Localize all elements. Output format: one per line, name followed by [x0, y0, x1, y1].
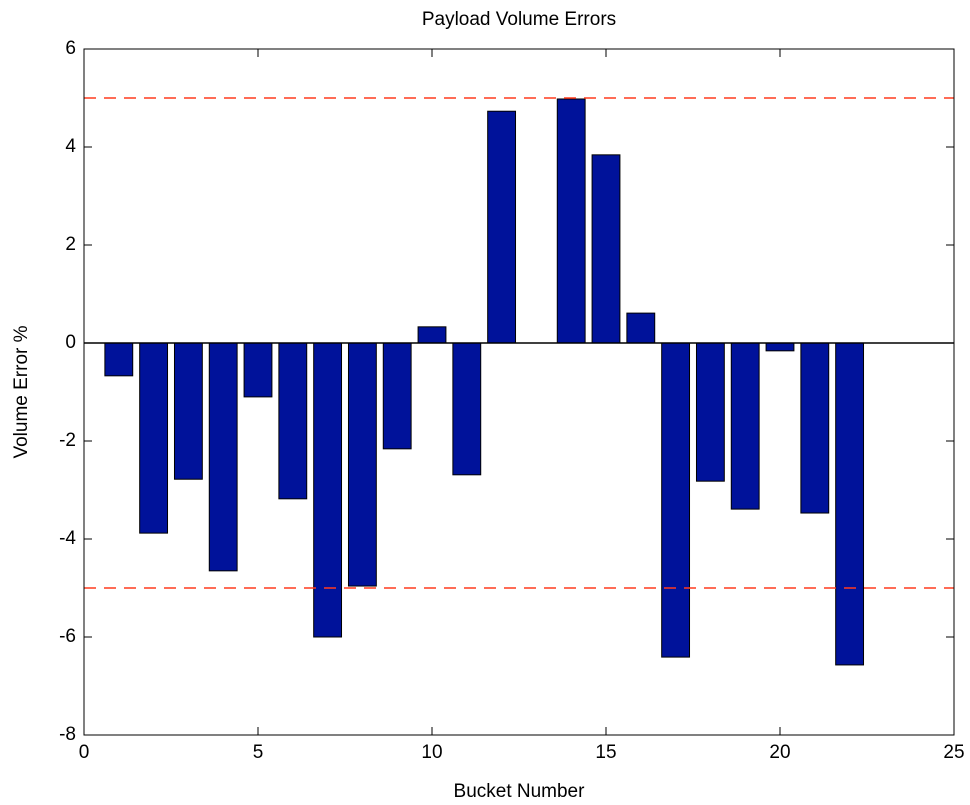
bar	[243, 342, 273, 398]
bar	[417, 326, 447, 344]
y-tick-label: -4	[59, 528, 76, 549]
x-tick-label: 10	[421, 742, 442, 763]
x-tick-label: 25	[943, 742, 964, 763]
y-tick-label: 0	[65, 332, 76, 353]
axes-box	[83, 48, 955, 736]
y-tick-label: -2	[59, 430, 76, 451]
bar	[591, 154, 621, 344]
bar	[452, 342, 482, 476]
y-tick-label: -8	[59, 724, 76, 745]
y-tick-label: -6	[59, 626, 76, 647]
bar	[695, 342, 725, 482]
bar	[487, 110, 517, 344]
bar	[730, 342, 760, 510]
bar	[173, 342, 203, 480]
bar	[313, 342, 343, 638]
y-tick-label: 6	[65, 38, 76, 59]
bar	[800, 342, 830, 514]
x-tick-label: 20	[769, 742, 790, 763]
bar	[139, 342, 169, 534]
y-tick-label: 2	[65, 234, 76, 255]
chart-title: Payload Volume Errors	[422, 9, 616, 30]
bar	[382, 342, 412, 450]
bar	[765, 342, 795, 352]
x-tick-label: 0	[79, 742, 90, 763]
bar	[347, 342, 377, 587]
bar	[104, 342, 134, 377]
y-axis-label: Volume Error %	[11, 325, 32, 458]
x-tick-label: 15	[595, 742, 616, 763]
x-tick-label: 5	[253, 742, 264, 763]
bar	[278, 342, 308, 500]
bar	[208, 342, 238, 572]
bar	[661, 342, 691, 658]
x-axis-label: Bucket Number	[454, 781, 586, 802]
bar	[835, 342, 865, 666]
y-tick-label: 4	[65, 136, 76, 157]
bar	[556, 98, 586, 344]
bar	[626, 312, 656, 344]
